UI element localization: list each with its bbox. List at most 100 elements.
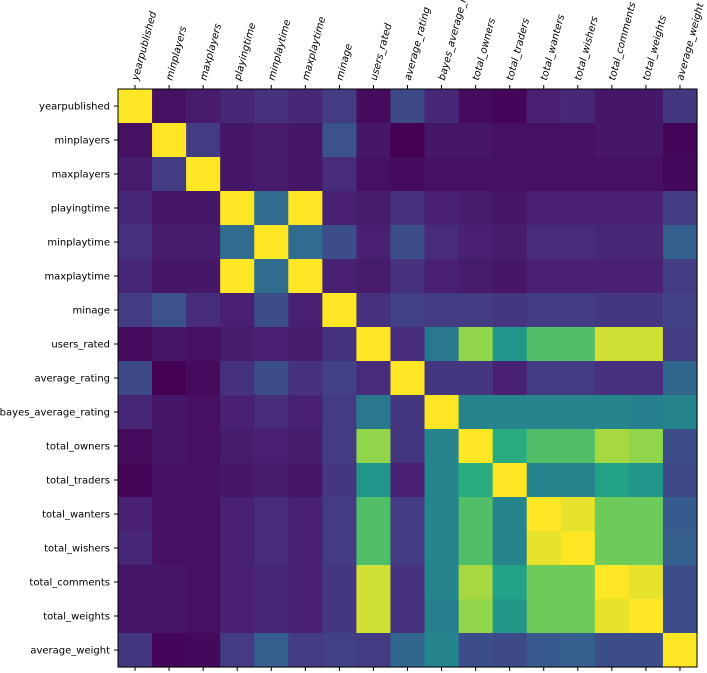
heatmap-cell	[186, 293, 221, 328]
heatmap-cell	[220, 361, 255, 396]
heatmap-cell	[628, 259, 664, 294]
heatmap-cell	[662, 89, 698, 124]
heatmap-cell	[560, 633, 596, 668]
heatmap-cell	[220, 395, 255, 430]
heatmap-cell	[526, 225, 562, 260]
heatmap-cell	[492, 89, 528, 124]
heatmap-cell	[390, 361, 426, 396]
heatmap-cell	[594, 395, 630, 430]
heatmap-cell	[560, 395, 596, 430]
heatmap-cell	[390, 191, 426, 226]
heatmap-cell	[322, 531, 358, 566]
heatmap-cell	[458, 259, 494, 294]
heatmap-cell	[152, 327, 187, 362]
heatmap-cell	[288, 633, 323, 668]
x-tick-label: yearpublished	[130, 10, 159, 83]
heatmap-cell	[390, 599, 426, 634]
heatmap-cell	[628, 89, 664, 124]
heatmap-cell	[118, 361, 153, 396]
y-tick-label: yearpublished	[39, 102, 110, 113]
heatmap-cell	[390, 633, 426, 668]
heatmap-cell	[424, 327, 460, 362]
heatmap-cell	[662, 293, 698, 328]
heatmap-cell	[356, 531, 392, 566]
heatmap-cell	[594, 327, 630, 362]
heatmap-cell	[152, 531, 187, 566]
heatmap-cell	[594, 463, 630, 498]
y-tick-label: minplaytime	[47, 238, 110, 249]
heatmap-cell	[458, 327, 494, 362]
heatmap-cell	[594, 531, 630, 566]
heatmap-cell	[390, 123, 426, 158]
heatmap-cell	[254, 633, 289, 668]
heatmap-cell	[594, 123, 630, 158]
heatmap-cell	[594, 157, 630, 192]
heatmap-cell	[322, 429, 358, 464]
heatmap-cell	[526, 361, 562, 396]
heatmap-cell	[560, 429, 596, 464]
heatmap-cell	[492, 259, 528, 294]
heatmap-cell	[458, 123, 494, 158]
heatmap-cell	[356, 123, 392, 158]
heatmap-cells	[118, 89, 698, 668]
heatmap-cell	[254, 361, 289, 396]
x-tick-label: users_rated	[369, 22, 395, 82]
heatmap-cell	[526, 293, 562, 328]
heatmap-cell	[662, 531, 698, 566]
heatmap-cell	[526, 633, 562, 668]
heatmap-cell	[458, 395, 494, 430]
heatmap-cell	[492, 361, 528, 396]
y-tick-label: average_weight	[30, 646, 110, 657]
heatmap-cell	[458, 565, 494, 600]
heatmap-cell	[526, 191, 562, 226]
heatmap-cell	[118, 633, 153, 668]
heatmap-cell	[594, 293, 630, 328]
x-tick-label: maxplayers	[198, 22, 224, 81]
heatmap-cell	[186, 259, 221, 294]
heatmap-cell	[662, 157, 698, 192]
heatmap-cell	[356, 565, 392, 600]
heatmap-cell	[662, 497, 698, 532]
heatmap-cell	[424, 89, 460, 124]
heatmap-cell	[254, 123, 289, 158]
heatmap-cell	[492, 293, 528, 328]
heatmap-cell	[594, 429, 630, 464]
heatmap-cell	[356, 293, 392, 328]
heatmap-cell	[662, 599, 698, 634]
heatmap-cell	[254, 565, 289, 600]
heatmap-cell	[458, 293, 494, 328]
heatmap-cell	[424, 157, 460, 192]
heatmap-cell	[594, 497, 630, 532]
heatmap-cell	[322, 191, 358, 226]
y-tick-label: minplayers	[54, 136, 110, 147]
heatmap-cell	[356, 463, 392, 498]
heatmap-cell	[152, 123, 187, 158]
heatmap-cell	[322, 157, 358, 192]
heatmap-cell	[390, 157, 426, 192]
heatmap-cell	[152, 395, 187, 430]
heatmap-cell	[356, 225, 392, 260]
heatmap-cell	[628, 361, 664, 396]
heatmap-cell	[560, 497, 596, 532]
heatmap-cell	[152, 89, 187, 124]
heatmap-cell	[118, 497, 153, 532]
heatmap-cell	[594, 191, 630, 226]
heatmap-cell	[526, 123, 562, 158]
heatmap-cell	[458, 89, 494, 124]
heatmap-cell	[254, 599, 289, 634]
heatmap-cell	[628, 225, 664, 260]
y-tick-label: maxplayers	[52, 170, 110, 181]
heatmap-cell	[458, 429, 494, 464]
heatmap-cell	[526, 395, 562, 430]
heatmap-cell	[186, 463, 221, 498]
heatmap-cell	[424, 225, 460, 260]
heatmap-cell	[186, 395, 221, 430]
heatmap-cell	[118, 225, 153, 260]
heatmap-cell	[458, 361, 494, 396]
y-tick-label: average_rating	[34, 374, 110, 385]
heatmap-cell	[390, 565, 426, 600]
heatmap-cell	[628, 429, 664, 464]
y-tick-label: total_traders	[46, 476, 110, 487]
heatmap-cell	[560, 157, 596, 192]
heatmap-cell	[560, 191, 596, 226]
